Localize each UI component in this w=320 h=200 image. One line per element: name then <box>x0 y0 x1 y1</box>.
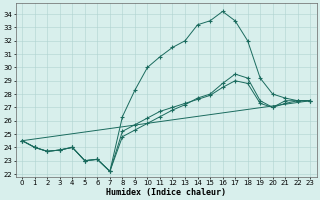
X-axis label: Humidex (Indice chaleur): Humidex (Indice chaleur) <box>106 188 226 197</box>
